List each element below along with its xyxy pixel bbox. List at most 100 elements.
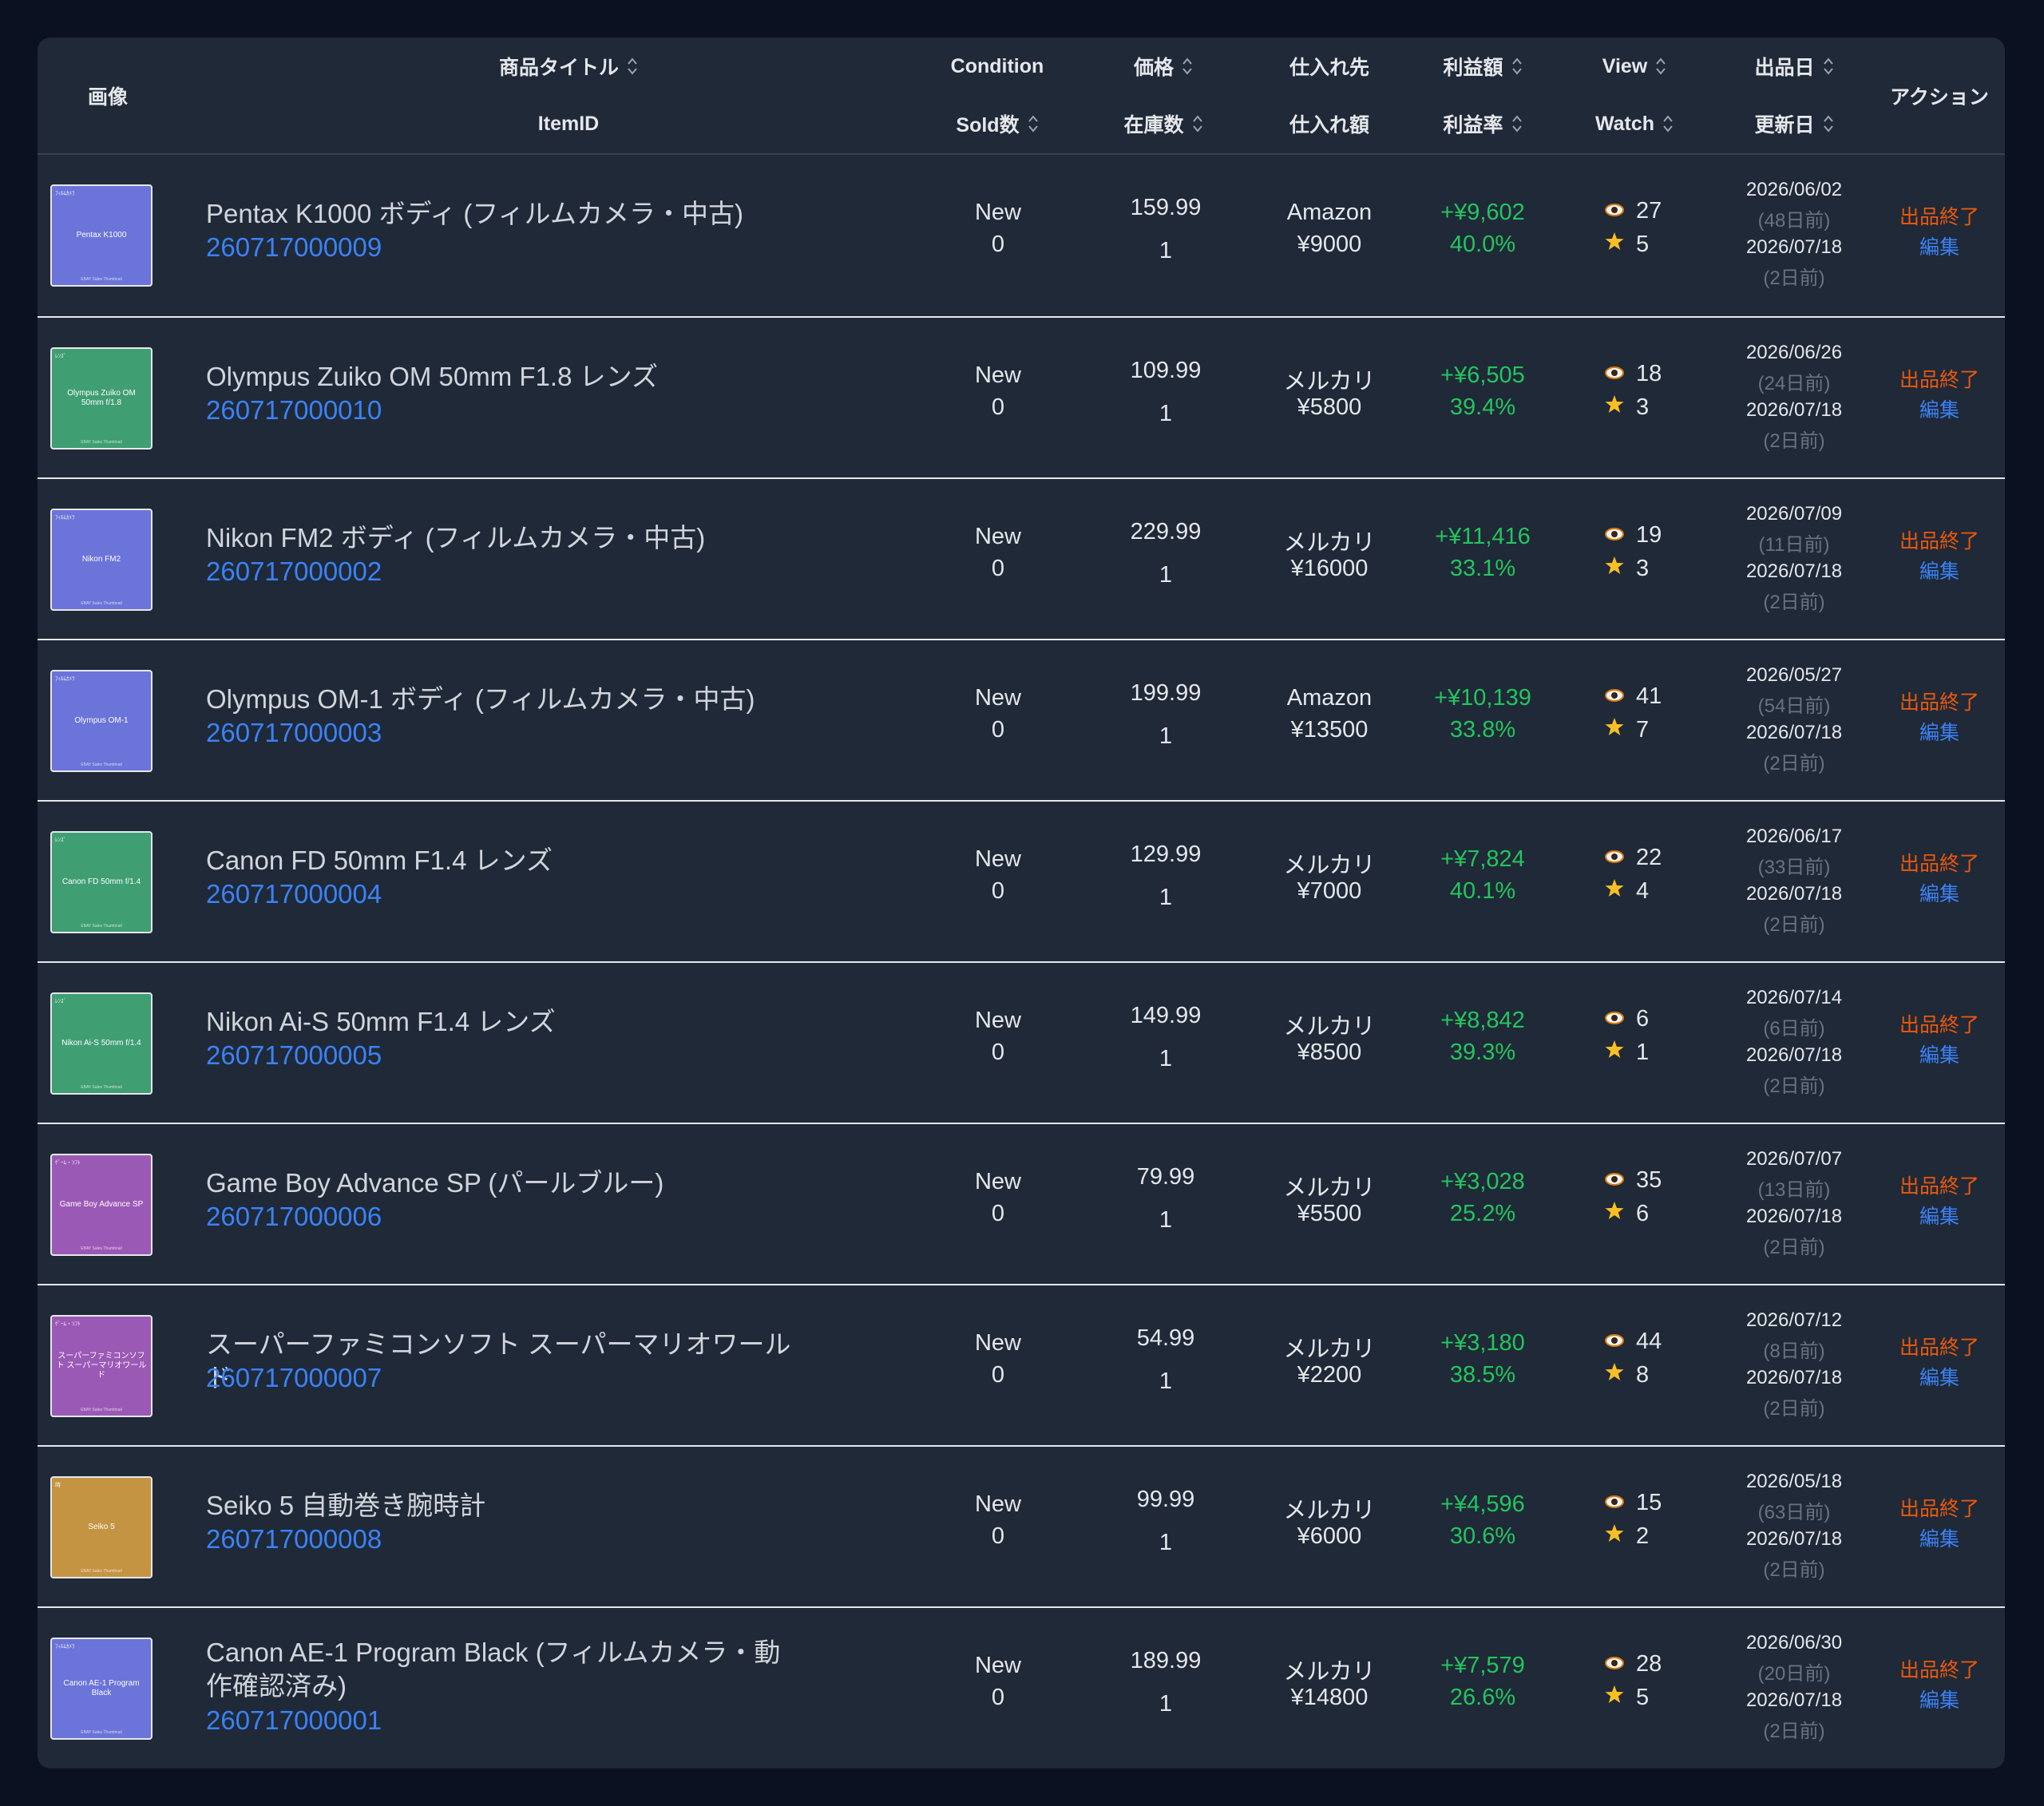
watch-value: 5: [1636, 1684, 1650, 1710]
watch-count: 1: [1604, 1039, 1649, 1066]
header-title[interactable]: 商品タイトル: [437, 52, 700, 81]
product-thumbnail[interactable]: ｹﾞｰﾑ・ｿﾌﾄ Game Boy Advance SP EBAY Sales …: [50, 1154, 153, 1256]
header-watch[interactable]: Watch: [1555, 109, 1714, 138]
product-thumbnail[interactable]: ﾌｨﾙﾑｶﾒﾗ Nikon FM2 EBAY Sales Thumbnail: [50, 509, 153, 611]
watch-value: 2: [1636, 1523, 1650, 1549]
header-rate[interactable]: 利益率: [1403, 109, 1563, 138]
end-listing-button[interactable]: 出品終了: [1899, 1014, 1979, 1036]
header-view[interactable]: View: [1555, 52, 1714, 81]
thumbnail-footer: EBAY Sales Thumbnail: [81, 277, 122, 282]
updated-date: 2026/07/18: [1745, 560, 1843, 582]
end-listing-button[interactable]: 出品終了: [1899, 1659, 1979, 1681]
sort-icon[interactable]: [1662, 113, 1674, 134]
listed-ago: (13日前): [1757, 1179, 1831, 1201]
edit-button[interactable]: 編集: [1919, 399, 1959, 422]
end-listing-button[interactable]: 出品終了: [1899, 1175, 1979, 1198]
view-count: 41: [1604, 683, 1662, 710]
stock-count: 1: [1159, 1368, 1173, 1394]
end-listing-button[interactable]: 出品終了: [1899, 691, 1979, 714]
item-id-link[interactable]: 260717000008: [206, 1524, 382, 1554]
product-title: Game Boy Advance SP (パールブルー): [206, 1168, 664, 1198]
item-id-link[interactable]: 260717000006: [206, 1202, 382, 1231]
item-id-link[interactable]: 260717000002: [206, 556, 382, 586]
edit-button[interactable]: 編集: [1919, 560, 1959, 583]
sort-icon[interactable]: [1182, 56, 1193, 77]
sort-icon[interactable]: [1823, 56, 1834, 77]
header-sold[interactable]: Sold数: [892, 109, 1103, 138]
sort-icon[interactable]: [627, 56, 638, 77]
edit-button[interactable]: 編集: [1919, 883, 1959, 905]
cost: ¥13500: [1290, 717, 1369, 743]
end-listing-button[interactable]: 出品終了: [1899, 369, 1979, 391]
product-thumbnail[interactable]: 時 Seiko 5 EBAY Sales Thumbnail: [50, 1476, 153, 1578]
item-id-link[interactable]: 260717000001: [206, 1705, 382, 1735]
profit: +¥11,416: [1435, 524, 1531, 549]
product-thumbnail[interactable]: ﾌｨﾙﾑｶﾒﾗ Pentax K1000 EBAY Sales Thumbnai…: [50, 184, 153, 287]
header-stock[interactable]: 在庫数: [1083, 109, 1243, 138]
profit-rate: 33.8%: [1449, 717, 1516, 743]
table-row: ﾌｨﾙﾑｶﾒﾗ Pentax K1000 EBAY Sales Thumbnai…: [38, 155, 2005, 315]
sold-count: 0: [991, 717, 1005, 743]
sold-count: 0: [991, 556, 1005, 581]
eye-icon: [1604, 361, 1625, 387]
listed-ago: (63日前): [1757, 1502, 1831, 1523]
item-id-link[interactable]: 260717000010: [206, 395, 382, 425]
product-title: Olympus OM-1 ボディ (フィルムカメラ・中古): [206, 684, 755, 714]
listed-date: 2026/06/02: [1745, 179, 1843, 200]
edit-button[interactable]: 編集: [1919, 1367, 1959, 1389]
price: 129.99: [1130, 842, 1202, 867]
product-thumbnail[interactable]: ﾚﾝｽﾞ Nikon Ai-S 50mm f/1.4 EBAY Sales Th…: [50, 992, 153, 1095]
profit: +¥3,180: [1440, 1330, 1525, 1356]
table-row: ﾌｨﾙﾑｶﾒﾗ Olympus OM-1 EBAY Sales Thumbnai…: [38, 639, 2005, 800]
item-id-link[interactable]: 260717000003: [206, 718, 382, 747]
product-thumbnail[interactable]: ﾚﾝｽﾞ Canon FD 50mm f/1.4 EBAY Sales Thum…: [50, 831, 153, 933]
edit-button[interactable]: 編集: [1919, 236, 1959, 259]
product-thumbnail[interactable]: ﾌｨﾙﾑｶﾒﾗ Canon AE-1 Program Black EBAY Sa…: [50, 1638, 153, 1740]
end-listing-button[interactable]: 出品終了: [1899, 530, 1979, 552]
thumbnail-title: Olympus OM-1: [74, 716, 129, 725]
product-thumbnail[interactable]: ｹﾞｰﾑ・ｿﾌﾄ スーパーファミコンソフト スーパーマリオワールド EBAY S…: [50, 1315, 153, 1417]
end-listing-button[interactable]: 出品終了: [1899, 1498, 1979, 1520]
header-price-label: 価格: [1133, 57, 1174, 79]
sort-icon[interactable]: [1511, 56, 1523, 77]
end-listing-button[interactable]: 出品終了: [1899, 853, 1979, 875]
view-value: 15: [1636, 1490, 1662, 1515]
view-value: 18: [1636, 361, 1662, 386]
edit-button[interactable]: 編集: [1919, 1044, 1959, 1067]
header-updated[interactable]: 更新日: [1714, 109, 1874, 138]
item-id-link[interactable]: 260717000005: [206, 1040, 382, 1070]
updated-ago: (2日前): [1763, 914, 1825, 936]
sort-icon[interactable]: [1192, 113, 1203, 134]
header-listed[interactable]: 出品日: [1714, 52, 1874, 81]
item-id-link[interactable]: 260717000009: [206, 232, 382, 262]
thumbnail-title: Nikon FM2: [81, 555, 121, 564]
edit-button[interactable]: 編集: [1919, 1528, 1959, 1551]
thumbnail-footer: EBAY Sales Thumbnail: [81, 1730, 122, 1735]
table-row: ｹﾞｰﾑ・ｿﾌﾄ スーパーファミコンソフト スーパーマリオワールド EBAY S…: [38, 1284, 2005, 1445]
cost: ¥5500: [1297, 1201, 1362, 1226]
sort-icon[interactable]: [1655, 56, 1666, 77]
product-thumbnail[interactable]: ﾌｨﾙﾑｶﾒﾗ Olympus OM-1 EBAY Sales Thumbnai…: [50, 670, 153, 772]
edit-button[interactable]: 編集: [1919, 1689, 1959, 1712]
item-id-link[interactable]: 260717000004: [206, 879, 382, 909]
profit-rate: 39.4%: [1449, 394, 1516, 420]
header-action-label: アクション: [1890, 86, 1989, 109]
star-icon: [1604, 1200, 1625, 1227]
item-id-link[interactable]: 260717000007: [206, 1363, 382, 1392]
sort-icon[interactable]: [1823, 113, 1834, 134]
end-listing-button[interactable]: 出品終了: [1899, 206, 1979, 228]
updated-date: 2026/07/18: [1745, 1044, 1843, 1066]
updated-date: 2026/07/18: [1745, 883, 1843, 905]
end-listing-button[interactable]: 出品終了: [1899, 1337, 1979, 1359]
price: 109.99: [1130, 358, 1202, 383]
table-row: 時 Seiko 5 EBAY Sales Thumbnail Seiko 5 自…: [38, 1445, 2005, 1606]
sold-count: 0: [991, 1685, 1005, 1710]
header-profit[interactable]: 利益額: [1403, 52, 1563, 81]
edit-button[interactable]: 編集: [1919, 722, 1959, 744]
sort-icon[interactable]: [1028, 113, 1039, 134]
source: メルカリ: [1283, 1337, 1376, 1362]
product-thumbnail[interactable]: ﾚﾝｽﾞ Olympus Zuiko OM 50mm f/1.8 EBAY Sa…: [50, 347, 153, 450]
header-price[interactable]: 価格: [1083, 52, 1243, 81]
sort-icon[interactable]: [1511, 113, 1523, 134]
edit-button[interactable]: 編集: [1919, 1206, 1959, 1228]
